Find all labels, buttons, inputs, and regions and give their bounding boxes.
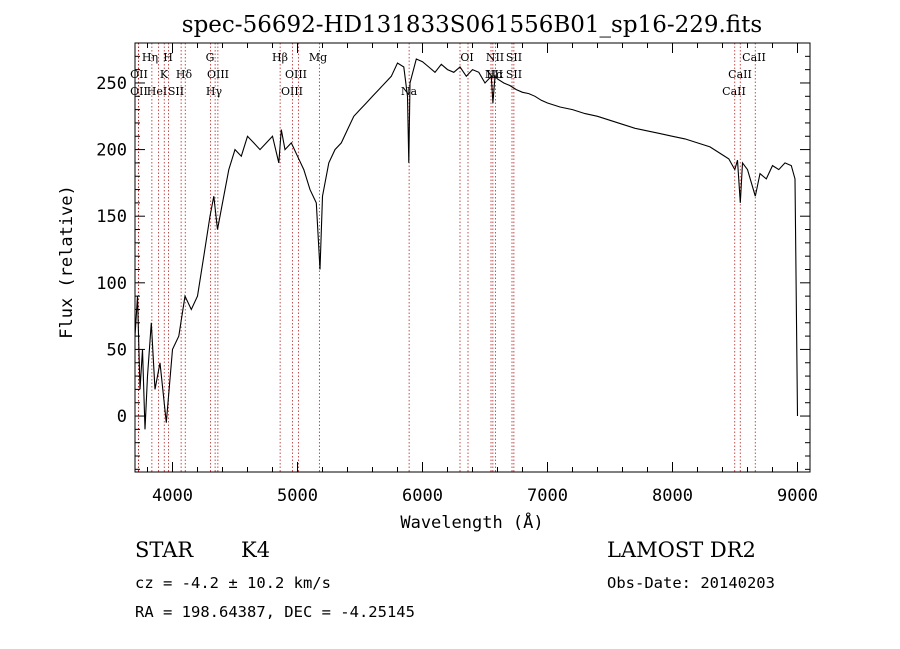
line-label-19: HeI <box>147 85 167 98</box>
line-label-8: CaII <box>742 51 766 64</box>
y-tick-label-1: 50 <box>107 340 127 360</box>
x-tick-label-4: 8000 <box>652 486 693 506</box>
line-label-20: SII <box>168 85 184 98</box>
x-tick-label-3: 7000 <box>527 486 568 506</box>
chart-title: spec-56692-HD131833S061556B01_sp16-229.f… <box>182 12 762 38</box>
line-label-17: CaII <box>728 68 752 81</box>
y-tick-label-2: 100 <box>96 274 127 294</box>
line-label-2: G <box>206 51 215 64</box>
x-tick-label-5: 9000 <box>777 486 818 506</box>
coordinates: RA = 198.64387, DEC = -4.25145 <box>135 603 415 621</box>
obs-date: Obs-Date: 20140203 <box>607 574 775 592</box>
line-label-1: H <box>163 51 173 64</box>
line-label-11: Hδ <box>176 68 193 81</box>
x-axis: 4000 5000 6000 7000 8000 9000 <box>147 43 818 506</box>
line-label-24: CaII <box>722 85 746 98</box>
line-label-6: NII <box>486 51 504 64</box>
y-axis-label: Flux (relative) <box>57 185 77 339</box>
y-axis: 0 50 100 150 200 250 <box>96 55 810 470</box>
line-label-15: NII <box>485 68 503 81</box>
redshift-info: cz = -4.2 ± 10.2 km/s <box>135 574 331 592</box>
x-tick-label-2: 6000 <box>402 486 443 506</box>
x-axis-label: Wavelength (Å) <box>400 511 543 533</box>
y-tick-label-3: 150 <box>96 207 127 227</box>
y-tick-label-0: 0 <box>117 407 127 427</box>
x-tick-label-0: 4000 <box>152 486 193 506</box>
y-tick-label-4: 200 <box>96 141 127 161</box>
spectral-subclass: K4 <box>241 538 271 562</box>
line-label-3: Hβ <box>272 51 288 64</box>
y-tick-label-5: 250 <box>96 74 127 94</box>
line-label-10: K <box>160 68 169 81</box>
line-label-12: OIII <box>207 68 229 81</box>
survey-name: LAMOST DR2 <box>607 538 756 562</box>
x-tick-label-1: 5000 <box>277 486 318 506</box>
object-class: STAR <box>135 538 194 562</box>
line-label-22: OIII <box>281 85 303 98</box>
spectrum-series-line <box>134 58 799 430</box>
line-label-7: SII <box>506 51 522 64</box>
line-label-4: Mg <box>309 51 327 64</box>
plot-frame <box>134 42 811 473</box>
line-label-13: OIII <box>285 68 307 81</box>
line-label-23: Na <box>401 85 418 98</box>
line-label-16: SII <box>506 68 522 81</box>
line-label-21: Hγ <box>206 85 223 98</box>
line-label-5: OI <box>460 51 473 64</box>
emission-line-markers <box>137 43 756 472</box>
line-label-0: Hη <box>142 51 158 64</box>
